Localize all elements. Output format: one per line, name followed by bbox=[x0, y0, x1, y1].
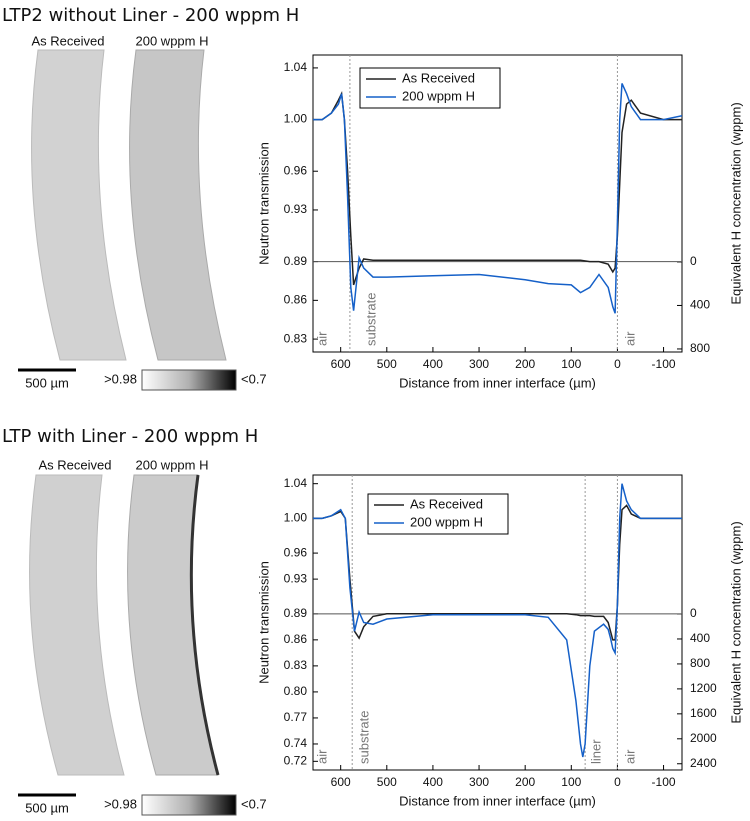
y2-tick-label: 0 bbox=[690, 606, 697, 620]
x-tick-label: 200 bbox=[515, 357, 535, 371]
image-label: As Received bbox=[39, 457, 112, 472]
series-line bbox=[313, 83, 682, 314]
y-tick-label: 0.83 bbox=[284, 658, 308, 672]
colorbar-label: <0.7 bbox=[241, 796, 267, 811]
y-tick-label: 0.74 bbox=[284, 736, 308, 750]
series-line bbox=[313, 483, 682, 758]
panel-title: LTP with Liner - 200 wppm H bbox=[2, 426, 258, 447]
y-tick-label: 0.86 bbox=[284, 293, 308, 307]
y-tick-label: 0.83 bbox=[284, 331, 308, 345]
x-tick-label: 100 bbox=[561, 357, 581, 371]
series-line bbox=[313, 91, 682, 286]
annotation: liner bbox=[588, 739, 603, 764]
x-tick-label: 300 bbox=[469, 357, 489, 371]
y-tick-label: 0.80 bbox=[284, 684, 308, 698]
annotation: air bbox=[622, 331, 637, 346]
x-tick-label: -100 bbox=[652, 775, 676, 789]
y-axis-label: Neutron transmission bbox=[256, 561, 271, 684]
scale-bar-label: 500 µm bbox=[25, 800, 69, 815]
plot-frame bbox=[312, 474, 683, 771]
image-label: 200 wppm H bbox=[136, 457, 209, 472]
annotation: air bbox=[622, 749, 637, 764]
y-tick-label: 1.00 bbox=[284, 511, 308, 525]
legend-label: As Received bbox=[402, 70, 475, 85]
annotation: air bbox=[314, 749, 329, 764]
x-tick-label: 0 bbox=[614, 775, 621, 789]
x-tick-label: 200 bbox=[515, 775, 535, 789]
plot-frame bbox=[312, 54, 683, 353]
colorbar-label: >0.98 bbox=[104, 371, 137, 386]
y-tick-label: 0.89 bbox=[284, 606, 308, 620]
x-tick-label: 600 bbox=[331, 357, 351, 371]
y-tick-label: 0.96 bbox=[284, 545, 308, 559]
y-tick-label: 1.00 bbox=[284, 112, 308, 126]
y2-tick-label: 2000 bbox=[690, 731, 717, 745]
colorbar-label: <0.7 bbox=[241, 371, 267, 386]
image-label: 200 wppm H bbox=[136, 33, 209, 48]
x-tick-label: 0 bbox=[614, 357, 621, 371]
annotation: air bbox=[314, 331, 329, 346]
panel-title: LTP2 without Liner - 200 wppm H bbox=[2, 5, 299, 26]
colorbar-label: >0.98 bbox=[104, 796, 137, 811]
y2-axis-label: Equivalent H concentration (wppm) bbox=[728, 521, 743, 723]
annotation: substrate bbox=[363, 293, 378, 346]
y2-tick-label: 400 bbox=[690, 298, 710, 312]
y-tick-label: 0.93 bbox=[284, 571, 308, 585]
x-axis-label: Distance from inner interface (µm) bbox=[399, 793, 596, 808]
x-tick-label: -100 bbox=[652, 357, 676, 371]
y2-tick-label: 1200 bbox=[690, 681, 717, 695]
x-tick-label: 300 bbox=[469, 775, 489, 789]
x-tick-label: 400 bbox=[423, 775, 443, 789]
image-label: As Received bbox=[32, 33, 105, 48]
y2-tick-label: 1600 bbox=[690, 706, 717, 720]
x-tick-label: 500 bbox=[377, 357, 397, 371]
plot-lines bbox=[313, 83, 682, 314]
micrographs-2 bbox=[29, 474, 220, 776]
legend-box bbox=[359, 67, 501, 109]
y2-tick-label: 800 bbox=[690, 656, 710, 670]
y-tick-label: 0.93 bbox=[284, 202, 308, 216]
x-tick-label: 600 bbox=[331, 775, 351, 789]
legend-label: 200 wppm H bbox=[402, 88, 475, 103]
micrographs-1 bbox=[31, 49, 227, 361]
y2-axis-label: Equivalent H concentration (wppm) bbox=[728, 102, 743, 304]
x-axis-label: Distance from inner interface (µm) bbox=[399, 375, 596, 390]
y-tick-label: 0.72 bbox=[284, 753, 308, 767]
annotation: substrate bbox=[356, 711, 371, 764]
y-tick-label: 0.89 bbox=[284, 254, 308, 268]
legend-label: 200 wppm H bbox=[410, 514, 483, 529]
y-tick-label: 0.96 bbox=[284, 163, 308, 177]
legend-box bbox=[367, 493, 509, 535]
y-tick-label: 1.04 bbox=[284, 476, 308, 490]
colorbar bbox=[141, 369, 237, 391]
y2-tick-label: 2400 bbox=[690, 756, 717, 770]
y-tick-label: 0.86 bbox=[284, 632, 308, 646]
plot-lines bbox=[313, 483, 682, 758]
y2-tick-label: 0 bbox=[690, 254, 697, 268]
y-tick-label: 0.77 bbox=[284, 710, 308, 724]
y-tick-label: 1.04 bbox=[284, 60, 308, 74]
colorbar bbox=[141, 794, 237, 816]
x-tick-label: 100 bbox=[561, 775, 581, 789]
scale-bar-label: 500 µm bbox=[25, 375, 69, 390]
y2-tick-label: 400 bbox=[690, 631, 710, 645]
x-tick-label: 500 bbox=[377, 775, 397, 789]
y-axis-label: Neutron transmission bbox=[256, 142, 271, 265]
legend-label: As Received bbox=[410, 496, 483, 511]
y2-tick-label: 800 bbox=[690, 341, 710, 355]
x-tick-label: 400 bbox=[423, 357, 443, 371]
